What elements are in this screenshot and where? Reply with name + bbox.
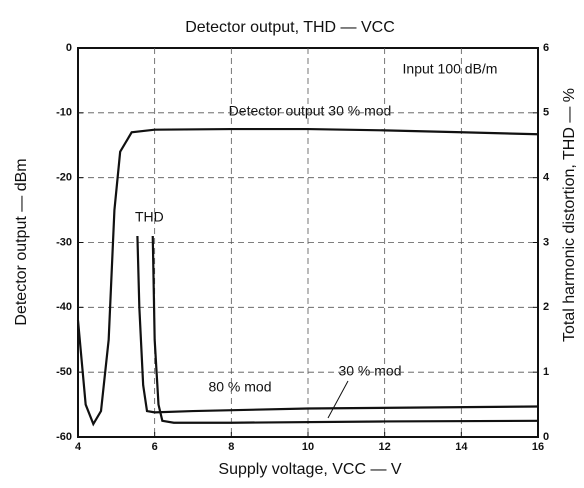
pointer — [327, 380, 349, 419]
x-tick-label: 14 — [455, 441, 468, 453]
y-tick-label: -40 — [56, 301, 72, 313]
x-tick-label: 10 — [302, 441, 314, 453]
x-tick-label: 8 — [228, 441, 234, 453]
series-label: Detector output 30 % mod — [229, 103, 392, 119]
y2-axis-label: Total harmonic distortion, THD — % — [561, 88, 578, 342]
series-label: 80 % mod — [208, 379, 271, 395]
y2-tick-label: 0 — [543, 431, 549, 443]
annotation: Input 100 dB/m — [403, 61, 498, 77]
y-tick-label: -30 — [56, 236, 72, 248]
y-tick-label: -10 — [56, 107, 72, 119]
y2-tick-label: 2 — [543, 301, 549, 313]
x-tick-label: 4 — [75, 441, 82, 453]
series-line — [151, 235, 539, 424]
y2-tick-label: 5 — [543, 107, 549, 119]
chart-title: Detector output, THD — VCC — [185, 19, 395, 36]
x-tick-label: 6 — [152, 441, 158, 453]
series-label: 30 % mod — [338, 363, 401, 379]
x-tick-label: 12 — [379, 441, 391, 453]
series-line — [76, 127, 539, 427]
x-axis-label: Supply voltage, VCC — V — [218, 461, 402, 478]
y-tick-label: -20 — [56, 172, 72, 184]
x-tick-label: 16 — [532, 441, 544, 453]
y2-tick-label: 4 — [543, 172, 550, 184]
y-tick-label: -50 — [56, 366, 72, 378]
y2-tick-label: 1 — [543, 366, 549, 378]
annotation: THD — [135, 209, 164, 225]
series-line — [136, 235, 539, 414]
y-tick-label: 0 — [66, 42, 72, 54]
y2-tick-label: 3 — [543, 236, 549, 248]
y2-tick-label: 6 — [543, 42, 549, 54]
y-axis-label: Detector output — dBm — [13, 158, 30, 325]
y-tick-label: -60 — [56, 431, 72, 443]
